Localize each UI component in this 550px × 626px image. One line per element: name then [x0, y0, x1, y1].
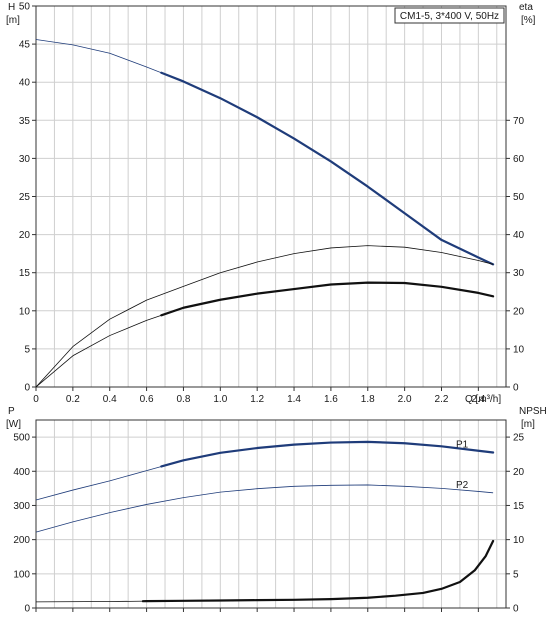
x-tick-label: 1.4 [287, 394, 301, 405]
y-left-tick-label: 45 [19, 40, 31, 51]
x-tick-label: 0.2 [66, 394, 80, 405]
series-label: P1 [456, 439, 469, 450]
y-left-tick-label: 10 [19, 306, 31, 317]
y-left-axis-unit: [W] [6, 419, 21, 430]
legend-box-text: CM1-5, 3*400 V, 50Hz [400, 11, 499, 22]
x-tick-label: 1.8 [361, 394, 375, 405]
y-right-tick-label: 30 [513, 268, 525, 279]
y-right-tick-label: 70 [513, 116, 525, 127]
y-left-tick-label: 0 [24, 604, 30, 615]
series-line-operating-range [160, 71, 495, 266]
y-left-tick-label: 30 [19, 154, 31, 165]
y-left-axis-unit: [m] [6, 15, 20, 26]
series-line-operating-range [160, 440, 495, 468]
y-right-tick-label: 15 [513, 501, 525, 512]
y-left-tick-label: 40 [19, 78, 31, 89]
y-right-axis-unit: [%] [521, 15, 536, 26]
x-tick-label: 0.6 [140, 394, 154, 405]
series-line-operating-range [160, 281, 495, 317]
y-left-tick-label: 15 [19, 268, 31, 279]
y-right-tick-label: 50 [513, 192, 525, 203]
x-tick-label: 2.2 [435, 394, 449, 405]
x-tick-label: 0.4 [103, 394, 117, 405]
x-tick-label: 1.2 [250, 394, 264, 405]
y-right-tick-label: 0 [513, 383, 519, 394]
y-left-tick-label: 20 [19, 230, 31, 241]
plot-area [36, 420, 506, 608]
x-tick-label: 2.0 [398, 394, 412, 405]
x-tick-label: 1.0 [213, 394, 227, 405]
y-right-tick-label: 20 [513, 467, 525, 478]
y-left-tick-label: 500 [13, 433, 30, 444]
y-left-axis-label: H [8, 2, 15, 13]
plot-frame [35, 419, 507, 609]
y-left-tick-label: 0 [24, 383, 30, 394]
y-left-tick-label: 50 [19, 2, 31, 13]
y-right-tick-label: 0 [513, 604, 519, 615]
series-line [35, 245, 494, 388]
y-right-tick-label: 40 [513, 230, 525, 241]
y-right-tick-label: 10 [513, 344, 525, 355]
x-axis-label: Q [m³/h] [465, 394, 501, 405]
y-right-axis-label: eta [519, 2, 533, 13]
y-left-tick-label: 5 [24, 344, 30, 355]
y-left-tick-label: 100 [13, 569, 30, 580]
x-tick-label: 0.8 [176, 394, 190, 405]
y-left-axis-label: P [8, 406, 15, 417]
y-right-tick-label: 5 [513, 569, 519, 580]
series-label: P2 [456, 480, 469, 491]
y-right-tick-label: 60 [513, 154, 525, 165]
y-left-tick-label: 25 [19, 192, 31, 203]
x-tick-label: 2.4 [471, 394, 485, 405]
y-right-axis-unit: [m] [521, 419, 535, 430]
legend-box-frame [394, 7, 505, 24]
y-left-tick-label: 300 [13, 501, 30, 512]
y-right-tick-label: 20 [513, 306, 525, 317]
y-right-tick-label: 25 [513, 433, 525, 444]
y-right-axis-label: NPSH [519, 406, 547, 417]
x-tick-label: 1.6 [324, 394, 338, 405]
series-line-operating-range [141, 539, 495, 603]
y-left-tick-label: 200 [13, 535, 30, 546]
y-left-tick-label: 400 [13, 467, 30, 478]
y-left-tick-label: 35 [19, 116, 31, 127]
x-tick-label: 0 [33, 394, 39, 405]
y-right-tick-label: 10 [513, 535, 525, 546]
series-line [35, 484, 494, 533]
